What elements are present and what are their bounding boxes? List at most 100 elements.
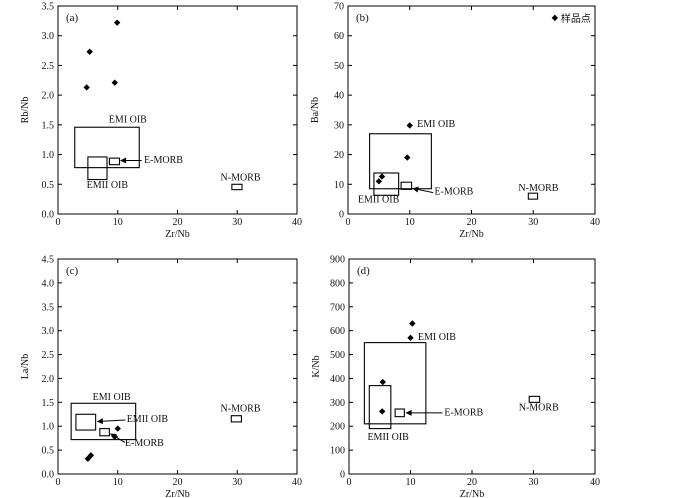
y-tick-label-b: 70 — [334, 2, 344, 13]
arrow-c — [96, 418, 126, 425]
y-tick-label-b: 30 — [334, 120, 344, 131]
y-tick-label-d: 100 — [330, 446, 345, 457]
y-tick-label-d: 0 — [340, 470, 345, 481]
y-tick-label-c: 1.5 — [42, 398, 55, 409]
region-label-n-morb-b: N-MORB — [518, 183, 558, 194]
x-tick-label-d: 0 — [347, 477, 352, 488]
region-n-morb-b — [527, 192, 539, 200]
region-label-n-morb-d: N-MORB — [519, 403, 559, 414]
data-point-d — [409, 320, 416, 327]
arrow-c — [110, 433, 126, 443]
y-tick-label-b: 20 — [334, 150, 344, 161]
data-point-a — [83, 84, 90, 91]
y-tick-label-a: 1.5 — [42, 120, 55, 131]
y-tick-label-d: 200 — [330, 422, 345, 433]
y-tick-label-a: 1.0 — [42, 150, 55, 161]
y-tick-label-a: 0.0 — [42, 210, 55, 221]
region-label-e-morb-c: E-MORB — [125, 438, 164, 449]
x-tick-label-d: 30 — [529, 477, 539, 488]
x-tick-label-a: 30 — [232, 217, 242, 228]
data-point-a — [86, 48, 93, 55]
data-point-c — [114, 425, 121, 432]
data-point-b — [551, 14, 559, 22]
x-tick-label-a: 0 — [56, 217, 61, 228]
region-emii-oib-a — [87, 156, 108, 181]
panel-label-d: (d) — [357, 265, 370, 277]
x-axis-label-b: Zr/Nb — [459, 229, 483, 240]
x-tick-label-c: 10 — [113, 477, 123, 488]
panel-label-c: (c) — [66, 265, 79, 277]
x-tick-label-b: 40 — [590, 217, 600, 228]
y-tick-label-d: 600 — [330, 326, 345, 337]
data-point-d — [379, 408, 386, 415]
panel-d: 0 10 20 30 400100200300400500600700800900Zr/… — [311, 255, 600, 498]
x-tick-label-a: 40 — [292, 217, 302, 228]
y-axis-label-d: K/Nb — [311, 355, 322, 377]
y-tick-label-c: 0.5 — [42, 446, 55, 457]
panel-a: 0 10 20 30 40 0.0 0.5 1.0 1.5 2.0 2.5 3.0 3.5 Zr/Nb Rb… — [20, 2, 302, 241]
x-axis-label-a: Zr/Nb — [165, 229, 189, 240]
y-tick-label-c: 1.0 — [42, 422, 55, 433]
y-tick-label-c: 3.0 — [42, 326, 55, 337]
x-tick-label-b: 20 — [467, 217, 477, 228]
region-emii-oib-d — [368, 385, 392, 430]
y-tick-label-d: 900 — [330, 255, 345, 266]
region-emi-oib-c — [70, 402, 137, 441]
legend-label-b: 样品点 — [561, 12, 591, 25]
plot-frame-c — [57, 258, 298, 475]
region-label-e-morb-d: E-MORB — [444, 407, 483, 418]
data-point-b — [406, 122, 413, 129]
region-label-e-morb-a: E-MORB — [144, 155, 183, 166]
data-point-b — [404, 154, 411, 161]
y-tick-label-b: 60 — [334, 31, 344, 42]
region-emii-oib-b — [373, 172, 400, 196]
x-tick-label-b: 0 — [346, 217, 351, 228]
region-n-morb-a — [231, 183, 243, 191]
region-label-emii-oib-b: EMII OIB — [358, 195, 400, 206]
data-point-c — [87, 452, 95, 459]
data-point-b — [375, 178, 383, 185]
region-label-e-morb-b: E-MORB — [434, 187, 473, 198]
region-emi-oib-d — [363, 342, 427, 425]
x-tick-label-a: 10 — [113, 217, 123, 228]
region-e-morb-b — [400, 181, 413, 190]
x-tick-label-b: 30 — [528, 217, 538, 228]
y-tick-label-c: 3.5 — [42, 302, 55, 313]
x-tick-label-c: 30 — [232, 477, 242, 488]
y-tick-label-b: 10 — [334, 180, 344, 191]
panel-label-a: (a) — [66, 12, 79, 24]
panel-label-b: (b) — [356, 12, 369, 24]
x-tick-label-c: 40 — [292, 477, 302, 488]
region-e-morb-a — [108, 157, 121, 166]
region-label-emii-oib-a: EMII OIB — [87, 180, 129, 191]
region-label-emii-oib-c: EMII OIB — [127, 414, 169, 425]
y-tick-label-d: 500 — [330, 350, 345, 361]
panel-b: 0 10 20 30 40 0 10 20 30 40 50 60 70 Zr/Nb Ba/Nb (b) EMI… — [310, 2, 600, 241]
region-e-morb-c — [99, 428, 110, 437]
y-tick-label-c: 0.0 — [42, 470, 55, 481]
region-e-morb-d — [394, 408, 405, 418]
region-label-emi-oib-a: EMI OIB — [109, 114, 147, 125]
y-tick-label-d: 400 — [330, 374, 345, 385]
region-emii-oib-c — [75, 413, 97, 431]
y-tick-label-b: 0 — [339, 210, 344, 221]
region-label-n-morb-a: N-MORB — [221, 173, 261, 184]
y-tick-label-d: 800 — [330, 278, 345, 289]
y-tick-label-c: 2.0 — [42, 374, 55, 385]
y-axis-label-a: Rb/Nb — [20, 97, 31, 124]
y-tick-label-c: 2.5 — [42, 350, 55, 361]
panel-c: 0 10 20 30 40 0.0 0.5 1.0 1.5 2.0 2.5 3.0 3.5 4.0 4.5 Z… — [20, 255, 302, 498]
x-tick-label-b: 10 — [405, 217, 415, 228]
y-tick-label-c: 4.0 — [42, 278, 55, 289]
y-tick-label-a: 3.0 — [42, 31, 55, 42]
x-axis-label-c: Zr/Nb — [165, 489, 189, 498]
data-point-a — [113, 19, 121, 26]
x-tick-label-d: 20 — [467, 477, 477, 488]
y-tick-label-c: 4.5 — [42, 255, 55, 266]
x-tick-label-a: 20 — [173, 217, 183, 228]
x-tick-label-c: 0 — [56, 477, 61, 488]
y-tick-label-d: 300 — [330, 398, 345, 409]
y-tick-label-d: 700 — [330, 302, 345, 313]
region-n-morb-c — [230, 415, 242, 423]
